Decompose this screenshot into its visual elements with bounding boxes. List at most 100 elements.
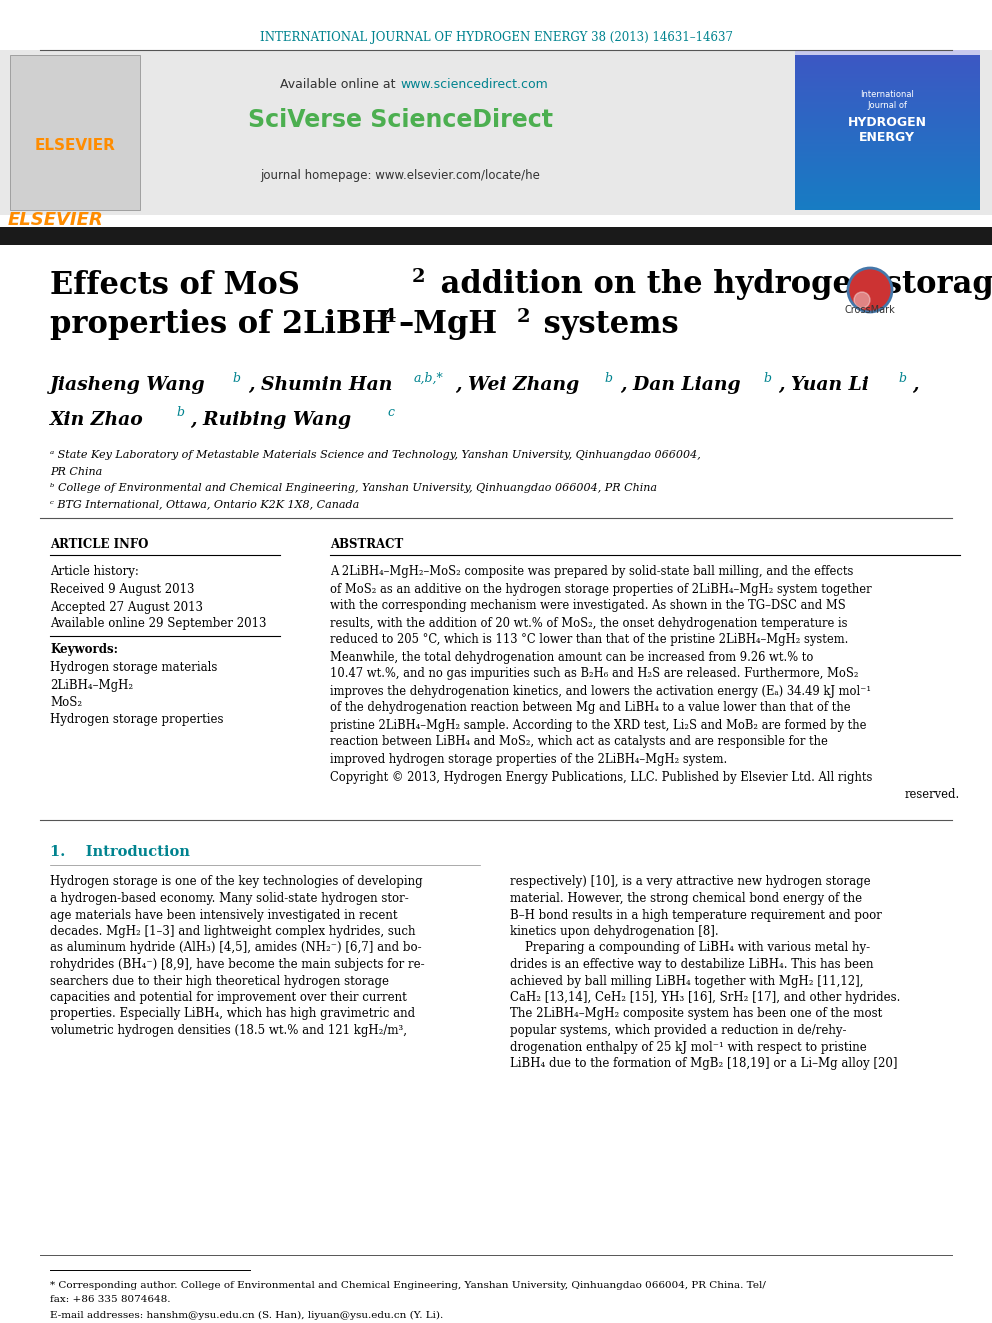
Text: www.sciencedirect.com: www.sciencedirect.com	[400, 78, 548, 91]
Text: 1.    Introduction: 1. Introduction	[50, 845, 189, 859]
Text: Meanwhile, the total dehydrogenation amount can be increased from 9.26 wt.% to: Meanwhile, the total dehydrogenation amo…	[330, 651, 813, 664]
FancyBboxPatch shape	[795, 67, 980, 70]
FancyBboxPatch shape	[795, 134, 980, 136]
Text: Effects of MoS: Effects of MoS	[50, 270, 300, 300]
FancyBboxPatch shape	[795, 122, 980, 124]
Text: drogenation enthalpy of 25 kJ mol⁻¹ with respect to pristine: drogenation enthalpy of 25 kJ mol⁻¹ with…	[510, 1040, 867, 1053]
FancyBboxPatch shape	[795, 78, 980, 79]
Text: decades. MgH₂ [1–3] and lightweight complex hydrides, such: decades. MgH₂ [1–3] and lightweight comp…	[50, 925, 416, 938]
FancyBboxPatch shape	[795, 138, 980, 140]
FancyBboxPatch shape	[795, 144, 980, 146]
Text: * Corresponding author. College of Environmental and Chemical Engineering, Yansh: * Corresponding author. College of Envir…	[50, 1281, 766, 1290]
Text: B–H bond results in a high temperature requirement and poor: B–H bond results in a high temperature r…	[510, 909, 882, 922]
Text: rohydrides (BH₄⁻) [8,9], have become the main subjects for re-: rohydrides (BH₄⁻) [8,9], have become the…	[50, 958, 425, 971]
FancyBboxPatch shape	[795, 146, 980, 148]
Text: material. However, the strong chemical bond energy of the: material. However, the strong chemical b…	[510, 892, 862, 905]
FancyBboxPatch shape	[795, 132, 980, 134]
Text: popular systems, which provided a reduction in de/rehy-: popular systems, which provided a reduct…	[510, 1024, 846, 1037]
FancyBboxPatch shape	[795, 191, 980, 192]
FancyBboxPatch shape	[795, 160, 980, 161]
FancyBboxPatch shape	[795, 94, 980, 97]
Circle shape	[854, 292, 870, 308]
Text: , Ruibing Wang: , Ruibing Wang	[190, 411, 351, 429]
Text: a,b,*: a,b,*	[414, 372, 443, 385]
Text: 2: 2	[412, 269, 426, 286]
Text: Hydrogen storage is one of the key technologies of developing: Hydrogen storage is one of the key techn…	[50, 876, 423, 889]
FancyBboxPatch shape	[795, 56, 980, 210]
FancyBboxPatch shape	[795, 208, 980, 210]
Text: kinetics upon dehydrogenation [8].: kinetics upon dehydrogenation [8].	[510, 925, 718, 938]
FancyBboxPatch shape	[795, 52, 980, 54]
Text: Hydrogen storage properties: Hydrogen storage properties	[50, 713, 223, 725]
Text: as aluminum hydride (AlH₃) [4,5], amides (NH₂⁻) [6,7] and bo-: as aluminum hydride (AlH₃) [4,5], amides…	[50, 942, 422, 954]
Text: Accepted 27 August 2013: Accepted 27 August 2013	[50, 601, 203, 614]
FancyBboxPatch shape	[795, 204, 980, 206]
FancyBboxPatch shape	[795, 118, 980, 120]
FancyBboxPatch shape	[795, 93, 980, 94]
Text: ᵃ State Key Laboratory of Metastable Materials Science and Technology, Yanshan U: ᵃ State Key Laboratory of Metastable Mat…	[50, 450, 700, 460]
Text: Received 9 August 2013: Received 9 August 2013	[50, 583, 194, 597]
Text: reaction between LiBH₄ and MoS₂, which act as catalysts and are responsible for : reaction between LiBH₄ and MoS₂, which a…	[330, 736, 828, 749]
Text: respectively) [10], is a very attractive new hydrogen storage: respectively) [10], is a very attractive…	[510, 876, 871, 889]
FancyBboxPatch shape	[795, 54, 980, 56]
FancyBboxPatch shape	[795, 200, 980, 202]
FancyBboxPatch shape	[795, 56, 980, 58]
Text: 4: 4	[382, 308, 396, 325]
FancyBboxPatch shape	[795, 148, 980, 149]
Text: c: c	[387, 406, 394, 419]
FancyBboxPatch shape	[795, 105, 980, 106]
FancyBboxPatch shape	[795, 101, 980, 102]
Text: 2LiBH₄–MgH₂: 2LiBH₄–MgH₂	[50, 679, 133, 692]
Text: LiBH₄ due to the formation of MgB₂ [18,19] or a Li–Mg alloy [20]: LiBH₄ due to the formation of MgB₂ [18,1…	[510, 1057, 898, 1070]
FancyBboxPatch shape	[795, 83, 980, 86]
Text: , Wei Zhang: , Wei Zhang	[455, 376, 579, 394]
FancyBboxPatch shape	[0, 50, 992, 216]
FancyBboxPatch shape	[10, 56, 140, 210]
Text: 2: 2	[517, 308, 531, 325]
FancyBboxPatch shape	[795, 142, 980, 144]
FancyBboxPatch shape	[795, 206, 980, 208]
FancyBboxPatch shape	[795, 188, 980, 191]
Text: b: b	[176, 406, 184, 419]
FancyBboxPatch shape	[795, 176, 980, 179]
FancyBboxPatch shape	[795, 97, 980, 98]
FancyBboxPatch shape	[795, 183, 980, 184]
Text: Jiasheng Wang: Jiasheng Wang	[50, 376, 205, 394]
FancyBboxPatch shape	[795, 136, 980, 138]
Text: , Yuan Li: , Yuan Li	[778, 376, 869, 394]
Text: ᶜ BTG International, Ottawa, Ontario K2K 1X8, Canada: ᶜ BTG International, Ottawa, Ontario K2K…	[50, 499, 359, 509]
Text: b: b	[232, 372, 240, 385]
FancyBboxPatch shape	[795, 124, 980, 126]
FancyBboxPatch shape	[795, 172, 980, 175]
Text: ,: ,	[912, 376, 919, 394]
Text: ARTICLE INFO: ARTICLE INFO	[50, 538, 149, 552]
FancyBboxPatch shape	[795, 74, 980, 75]
FancyBboxPatch shape	[795, 161, 980, 164]
Text: Available online at: Available online at	[281, 78, 400, 91]
Text: Available online 29 September 2013: Available online 29 September 2013	[50, 618, 267, 631]
FancyBboxPatch shape	[795, 116, 980, 118]
Text: ᵇ College of Environmental and Chemical Engineering, Yanshan University, Qinhuan: ᵇ College of Environmental and Chemical …	[50, 483, 657, 493]
Text: E-mail addresses: hanshm@ysu.edu.cn (S. Han), liyuan@ysu.edu.cn (Y. Li).: E-mail addresses: hanshm@ysu.edu.cn (S. …	[50, 1311, 443, 1319]
Text: ABSTRACT: ABSTRACT	[330, 538, 404, 552]
Text: of MoS₂ as an additive on the hydrogen storage properties of 2LiBH₄–MgH₂ system : of MoS₂ as an additive on the hydrogen s…	[330, 582, 872, 595]
Text: with the corresponding mechanism were investigated. As shown in the TG–DSC and M: with the corresponding mechanism were in…	[330, 599, 846, 613]
Text: of the dehydrogenation reaction between Mg and LiBH₄ to a value lower than that : of the dehydrogenation reaction between …	[330, 701, 850, 714]
FancyBboxPatch shape	[795, 153, 980, 156]
Text: International
Journal of: International Journal of	[860, 90, 914, 110]
Text: The 2LiBH₄–MgH₂ composite system has been one of the most: The 2LiBH₄–MgH₂ composite system has bee…	[510, 1008, 882, 1020]
FancyBboxPatch shape	[795, 157, 980, 160]
FancyBboxPatch shape	[795, 198, 980, 200]
Text: fax: +86 335 8074648.: fax: +86 335 8074648.	[50, 1295, 171, 1304]
Text: CrossMark: CrossMark	[844, 306, 896, 315]
FancyBboxPatch shape	[795, 110, 980, 112]
FancyBboxPatch shape	[795, 168, 980, 169]
Text: Keywords:: Keywords:	[50, 643, 118, 656]
FancyBboxPatch shape	[795, 102, 980, 105]
Text: reserved.: reserved.	[905, 789, 960, 802]
Text: MoS₂: MoS₂	[50, 696, 82, 709]
Text: 10.47 wt.%, and no gas impurities such as B₂H₆ and H₂S are released. Furthermore: 10.47 wt.%, and no gas impurities such a…	[330, 668, 858, 680]
FancyBboxPatch shape	[795, 187, 980, 188]
Text: ELSEVIER: ELSEVIER	[35, 138, 115, 152]
FancyBboxPatch shape	[795, 149, 980, 152]
